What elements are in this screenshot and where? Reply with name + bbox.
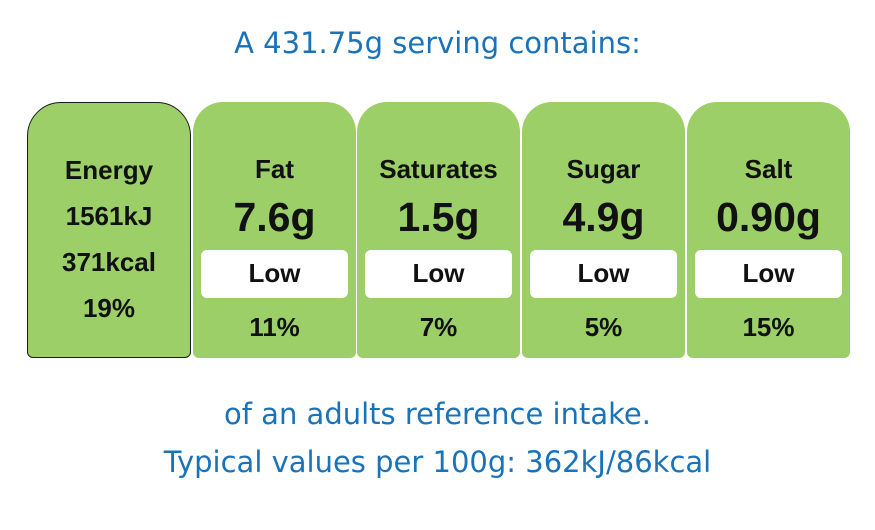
fat-level-badge: Low xyxy=(201,250,348,298)
fat-label: Fat xyxy=(255,154,294,184)
salt-label: Salt xyxy=(744,154,793,184)
fat-panel: Fat 7.6g Low 11% xyxy=(193,102,356,358)
energy-kcal: 371kcal xyxy=(62,247,156,277)
sugar-level-badge: Low xyxy=(530,250,677,298)
fat-amount: 7.6g xyxy=(233,194,316,240)
salt-panel: Salt 0.90g Low 15% xyxy=(687,102,850,358)
saturates-amount: 1.5g xyxy=(397,194,480,240)
saturates-panel: Saturates 1.5g Low 7% xyxy=(357,102,520,358)
sugar-label: Sugar xyxy=(566,154,641,184)
sugar-percent: 5% xyxy=(584,312,623,342)
salt-amount: 0.90g xyxy=(716,194,821,240)
saturates-label: Saturates xyxy=(379,154,498,184)
saturates-level-badge: Low xyxy=(365,250,512,298)
saturates-percent: 7% xyxy=(419,312,458,342)
energy-label: Energy xyxy=(64,155,154,185)
energy-panel: Energy 1561kJ 371kcal 19% xyxy=(27,102,191,358)
energy-kj: 1561kJ xyxy=(65,201,153,231)
sugar-amount: 4.9g xyxy=(562,194,645,240)
salt-level-badge: Low xyxy=(695,250,842,298)
typical-values-note: Typical values per 100g: 362kJ/86kcal xyxy=(163,445,712,479)
sugar-panel: Sugar 4.9g Low 5% xyxy=(522,102,685,358)
fat-percent: 11% xyxy=(249,312,300,342)
serving-header: A 431.75g serving contains: xyxy=(234,26,641,60)
reference-intake-note: of an adults reference intake. xyxy=(224,397,651,431)
energy-percent: 19% xyxy=(82,293,136,323)
salt-percent: 15% xyxy=(742,312,795,342)
